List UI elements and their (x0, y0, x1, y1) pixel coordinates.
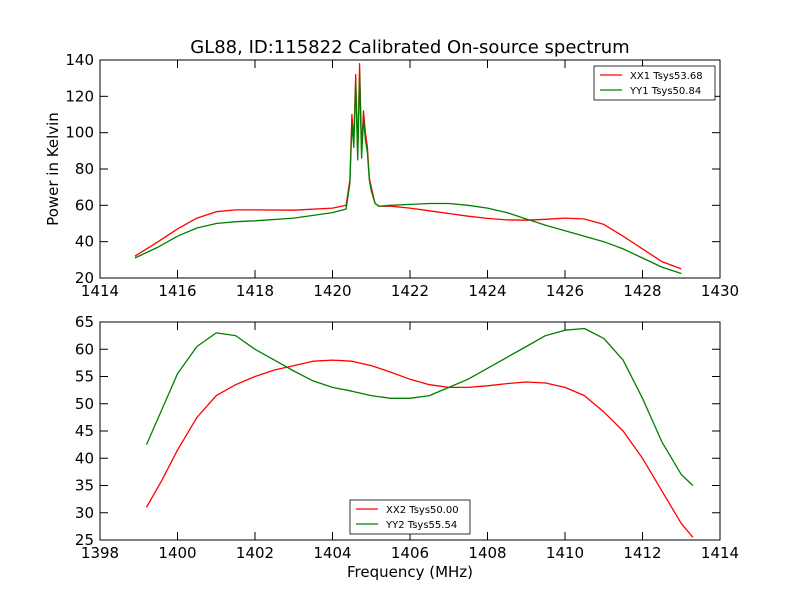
legend-label-2: YY1 Tsys50.84 (629, 86, 701, 97)
x-tick-label: 1424 (468, 282, 506, 300)
x-tick-label: 1398 (81, 544, 119, 562)
y-tick-label: 60 (75, 196, 94, 214)
legend-box (593, 65, 716, 101)
y-axis-label: Power in Kelvin (44, 112, 62, 226)
x-tick-label: 1404 (313, 544, 351, 562)
chart-title: GL88, ID:115822 Calibrated On-source spe… (190, 37, 629, 58)
y-tick-label: 60 (75, 340, 94, 358)
bottom-plot: 1398 1400 1402 1404 1406 1408 1410 1412 1414 25 30… (75, 313, 739, 562)
legend-label-1: XX2 Tsys50.00 (386, 505, 459, 516)
x-tick-label: 1414 (81, 282, 119, 300)
x-tick-label: 1418 (236, 282, 274, 300)
series-line-2 (145, 327, 694, 486)
y-tick-label: 50 (75, 395, 94, 413)
x-tick-label: 1400 (158, 544, 196, 562)
x-axis-label: Frequency (MHz) (347, 563, 473, 581)
y-tick-label: 20 (75, 269, 94, 287)
y-tick-label: 30 (75, 504, 94, 522)
y-tick-label: 80 (75, 160, 94, 178)
x-tick-label: 1416 (158, 282, 196, 300)
y-tick-label: 120 (65, 87, 94, 105)
y-tick-label: 65 (75, 313, 94, 331)
y-tick-label: 45 (75, 422, 94, 440)
x-tick-label: 1420 (313, 282, 351, 300)
y-tick-label: 40 (75, 233, 94, 251)
legend-label-2: YY2 Tsys55.54 (385, 520, 457, 531)
x-tick-label: 1426 (546, 282, 584, 300)
y-tick-label: 40 (75, 449, 94, 467)
x-tick-label: 1406 (391, 544, 429, 562)
x-tick-label: 1408 (468, 544, 506, 562)
series-line-1 (145, 359, 694, 538)
x-tick-label: 1410 (546, 544, 584, 562)
x-tick-label: 1412 (623, 544, 661, 562)
x-tick-label: 1428 (623, 282, 661, 300)
top-plot: 1414 1416 1418 1420 1422 1424 1426 1428 1430 20 40… (65, 51, 739, 300)
series-line-2 (134, 73, 682, 275)
x-tick-label: 1402 (236, 544, 274, 562)
legend-label-1: XX1 Tsys53.68 (630, 71, 703, 82)
y-tick-label: 55 (75, 368, 94, 386)
y-tick-label: 100 (65, 124, 94, 142)
x-tick-label: 1422 (391, 282, 429, 300)
y-tick-label: 140 (65, 51, 94, 69)
x-tick-label: 1430 (701, 282, 739, 300)
x-tick-label: 1414 (701, 544, 739, 562)
y-tick-label: 35 (75, 477, 94, 495)
legend-box (349, 499, 471, 535)
y-tick-label: 25 (75, 531, 94, 549)
